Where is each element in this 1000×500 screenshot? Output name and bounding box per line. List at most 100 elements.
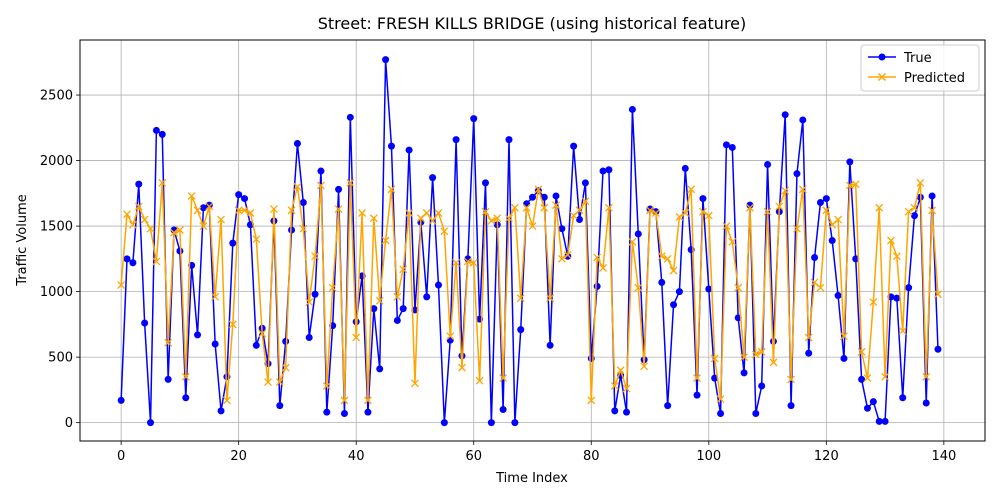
- legend-predicted-marker: [877, 72, 887, 82]
- predicted-point: [610, 382, 619, 390]
- predicted-point: [546, 294, 555, 303]
- true-point: [811, 254, 819, 262]
- true-point: [893, 294, 901, 302]
- true-point: [705, 285, 713, 293]
- x-axis: 0 20 40 60 80 100 120 140: [117, 441, 956, 464]
- predicted-point: [446, 332, 455, 341]
- predicted-point: [422, 209, 431, 217]
- x-tick-label: 120: [814, 449, 839, 464]
- predicted-point: [675, 212, 684, 221]
- true-point: [387, 142, 395, 150]
- predicted-point: [651, 209, 660, 217]
- true-point: [505, 136, 513, 144]
- predicted-point: [411, 379, 419, 388]
- true-point: [693, 391, 701, 399]
- y-tick-label: 0: [65, 416, 73, 431]
- predicted-point: [716, 395, 725, 404]
- predicted-point: [622, 384, 631, 393]
- predicted-point: [616, 366, 625, 375]
- true-point: [434, 281, 442, 289]
- predicted-point: [681, 209, 690, 217]
- true-point: [675, 288, 683, 296]
- predicted-point: [158, 178, 167, 187]
- predicted-point: [234, 206, 243, 215]
- true-point: [605, 166, 613, 174]
- true-point: [405, 146, 413, 154]
- predicted-point: [734, 283, 743, 292]
- predicted-point: [904, 207, 913, 216]
- true-point: [570, 142, 578, 150]
- predicted-point: [787, 375, 796, 384]
- true-point: [934, 345, 942, 353]
- true-point: [799, 116, 807, 124]
- predicted-point: [228, 320, 237, 329]
- predicted-point: [152, 257, 161, 266]
- predicted-point: [628, 237, 637, 246]
- predicted-point: [499, 374, 508, 383]
- true-point: [235, 191, 243, 199]
- predicted-point: [311, 252, 320, 261]
- y-tick-label: 500: [48, 351, 73, 366]
- predicted-point: [287, 206, 296, 215]
- predicted-point: [175, 226, 184, 234]
- predicted-point: [804, 333, 813, 342]
- true-point: [858, 375, 866, 383]
- true-point: [834, 292, 842, 300]
- predicted-point: [563, 250, 572, 259]
- true-point: [634, 230, 642, 238]
- true-point: [664, 402, 672, 410]
- true-point: [176, 247, 184, 255]
- predicted-point: [863, 374, 872, 383]
- true-point: [511, 419, 519, 427]
- series-layer: [117, 56, 942, 427]
- plot-frame: [79, 39, 986, 442]
- predicted-point: [698, 207, 707, 216]
- true-point: [558, 225, 566, 233]
- predicted-point: [534, 185, 543, 194]
- y-tick-label: 2000: [40, 154, 73, 169]
- true-point: [658, 278, 666, 286]
- true-point: [922, 399, 930, 407]
- predicted-point: [252, 235, 261, 244]
- true-point: [722, 141, 730, 149]
- true-point: [129, 259, 137, 267]
- predicted-point: [475, 376, 484, 385]
- y-tick-label: 1000: [40, 285, 73, 300]
- predicted-point: [834, 215, 843, 224]
- predicted-point: [328, 283, 337, 292]
- true-point: [399, 305, 407, 313]
- predicted-point: [493, 214, 502, 223]
- predicted-point: [140, 215, 149, 224]
- series-predicted: [117, 178, 942, 405]
- true-point: [199, 204, 207, 212]
- true-point: [481, 179, 489, 187]
- true-point: [523, 200, 531, 208]
- true-point: [576, 216, 584, 224]
- predicted-point: [399, 265, 408, 274]
- predicted-point: [316, 181, 325, 190]
- predicted-point: [587, 396, 596, 405]
- true-point: [346, 113, 354, 121]
- true-point: [623, 408, 631, 416]
- true-point: [340, 409, 348, 417]
- predicted-point: [552, 201, 560, 210]
- predicted-point: [469, 258, 478, 267]
- predicted-point: [687, 185, 696, 194]
- true-point: [828, 237, 836, 244]
- true-point: [740, 369, 748, 377]
- true-point: [564, 252, 572, 260]
- true-point: [540, 193, 548, 201]
- true-point: [440, 419, 448, 427]
- true-point: [728, 143, 736, 151]
- true-point: [393, 316, 401, 324]
- true-point: [323, 408, 331, 416]
- true-point: [711, 374, 719, 382]
- x-tick-label: 60: [465, 449, 482, 464]
- true-point: [546, 341, 554, 349]
- predicted-point: [510, 203, 519, 212]
- predicted-point: [440, 227, 449, 236]
- predicted-point: [763, 207, 772, 216]
- true-point: [910, 212, 918, 220]
- true-point: [382, 56, 390, 64]
- predicted-point: [887, 236, 895, 245]
